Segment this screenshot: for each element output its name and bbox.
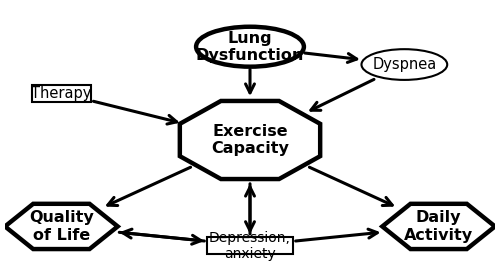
Text: Depression,
anxiety: Depression, anxiety <box>209 230 291 261</box>
FancyBboxPatch shape <box>207 237 293 255</box>
Text: Therapy: Therapy <box>31 86 92 101</box>
Text: Exercise
Capacity: Exercise Capacity <box>211 124 289 156</box>
Text: Dyspnea: Dyspnea <box>372 57 436 72</box>
Polygon shape <box>382 204 495 249</box>
Text: Lung
Dysfunction: Lung Dysfunction <box>196 31 304 63</box>
Text: Daily
Activity: Daily Activity <box>404 210 473 243</box>
Ellipse shape <box>196 27 304 67</box>
Text: Quality
of Life: Quality of Life <box>29 210 94 243</box>
Polygon shape <box>5 204 117 249</box>
Polygon shape <box>180 101 320 179</box>
Ellipse shape <box>362 49 447 80</box>
FancyBboxPatch shape <box>32 85 91 102</box>
